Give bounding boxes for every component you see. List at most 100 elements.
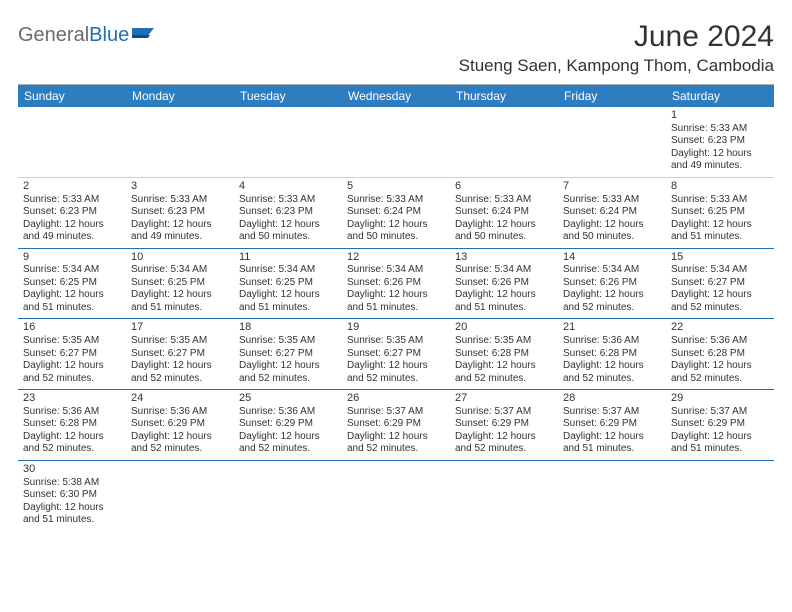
sunrise-text: Sunrise: 5:34 AM — [23, 264, 121, 277]
sunrise-text: Sunrise: 5:37 AM — [671, 406, 769, 419]
daylight-text-2: and 52 minutes. — [563, 373, 661, 386]
daylight-text-2: and 49 minutes. — [671, 160, 769, 173]
daylight-text-1: Daylight: 12 hours — [455, 219, 553, 232]
daylight-text-2: and 51 minutes. — [23, 514, 121, 527]
sunrise-text: Sunrise: 5:34 AM — [131, 264, 229, 277]
sunrise-text: Sunrise: 5:36 AM — [563, 335, 661, 348]
daylight-text-2: and 52 minutes. — [347, 443, 445, 456]
daylight-text-1: Daylight: 12 hours — [671, 219, 769, 232]
daylight-text-1: Daylight: 12 hours — [239, 431, 337, 444]
daylight-text-1: Daylight: 12 hours — [239, 289, 337, 302]
sunset-text: Sunset: 6:27 PM — [347, 348, 445, 361]
daylight-text-2: and 49 minutes. — [131, 231, 229, 244]
sunrise-text: Sunrise: 5:38 AM — [23, 477, 121, 490]
daylight-text-1: Daylight: 12 hours — [23, 289, 121, 302]
sunrise-text: Sunrise: 5:33 AM — [239, 194, 337, 207]
day-cell — [342, 107, 450, 177]
dayname-fri: Friday — [558, 85, 666, 107]
logo: GeneralBlue — [18, 24, 160, 47]
day-number: 25 — [239, 392, 337, 406]
daylight-text-2: and 52 minutes. — [455, 373, 553, 386]
day-number: 27 — [455, 392, 553, 406]
day-number: 2 — [23, 180, 121, 194]
sunset-text: Sunset: 6:30 PM — [23, 489, 121, 502]
sunrise-text: Sunrise: 5:36 AM — [671, 335, 769, 348]
calendar-table: Sunday Monday Tuesday Wednesday Thursday… — [18, 85, 774, 531]
daylight-text-1: Daylight: 12 hours — [131, 431, 229, 444]
day-number: 13 — [455, 251, 553, 265]
dayname-row: Sunday Monday Tuesday Wednesday Thursday… — [18, 85, 774, 107]
daylight-text-2: and 52 minutes. — [671, 373, 769, 386]
daylight-text-2: and 52 minutes. — [23, 373, 121, 386]
daylight-text-2: and 50 minutes. — [347, 231, 445, 244]
week-row: 1Sunrise: 5:33 AMSunset: 6:23 PMDaylight… — [18, 107, 774, 177]
daylight-text-2: and 50 minutes. — [239, 231, 337, 244]
title-block: June 2024 Stueng Saen, Kampong Thom, Cam… — [459, 20, 774, 76]
dayname-wed: Wednesday — [342, 85, 450, 107]
daylight-text-1: Daylight: 12 hours — [347, 289, 445, 302]
day-number: 26 — [347, 392, 445, 406]
sunrise-text: Sunrise: 5:37 AM — [563, 406, 661, 419]
sunset-text: Sunset: 6:27 PM — [23, 348, 121, 361]
day-cell: 26Sunrise: 5:37 AMSunset: 6:29 PMDayligh… — [342, 390, 450, 461]
sunset-text: Sunset: 6:24 PM — [455, 206, 553, 219]
sunset-text: Sunset: 6:25 PM — [23, 277, 121, 290]
daylight-text-1: Daylight: 12 hours — [347, 431, 445, 444]
daylight-text-1: Daylight: 12 hours — [671, 360, 769, 373]
sunrise-text: Sunrise: 5:34 AM — [671, 264, 769, 277]
daylight-text-2: and 52 minutes. — [131, 443, 229, 456]
day-number: 24 — [131, 392, 229, 406]
sunrise-text: Sunrise: 5:36 AM — [239, 406, 337, 419]
daylight-text-2: and 51 minutes. — [563, 443, 661, 456]
sunset-text: Sunset: 6:29 PM — [455, 418, 553, 431]
sunrise-text: Sunrise: 5:33 AM — [455, 194, 553, 207]
sunset-text: Sunset: 6:28 PM — [455, 348, 553, 361]
sunset-text: Sunset: 6:23 PM — [671, 135, 769, 148]
sunset-text: Sunset: 6:29 PM — [239, 418, 337, 431]
daylight-text-2: and 52 minutes. — [455, 443, 553, 456]
day-cell: 20Sunrise: 5:35 AMSunset: 6:28 PMDayligh… — [450, 319, 558, 390]
day-cell: 19Sunrise: 5:35 AMSunset: 6:27 PMDayligh… — [342, 319, 450, 390]
sunset-text: Sunset: 6:25 PM — [239, 277, 337, 290]
week-row: 9Sunrise: 5:34 AMSunset: 6:25 PMDaylight… — [18, 248, 774, 319]
sunset-text: Sunset: 6:29 PM — [131, 418, 229, 431]
sunset-text: Sunset: 6:28 PM — [563, 348, 661, 361]
day-cell — [558, 460, 666, 530]
day-number: 1 — [671, 109, 769, 123]
sunset-text: Sunset: 6:25 PM — [131, 277, 229, 290]
dayname-mon: Monday — [126, 85, 234, 107]
daylight-text-1: Daylight: 12 hours — [23, 219, 121, 232]
day-number: 3 — [131, 180, 229, 194]
daylight-text-2: and 52 minutes. — [563, 302, 661, 315]
daylight-text-2: and 50 minutes. — [563, 231, 661, 244]
day-cell: 23Sunrise: 5:36 AMSunset: 6:28 PMDayligh… — [18, 390, 126, 461]
dayname-tue: Tuesday — [234, 85, 342, 107]
daylight-text-1: Daylight: 12 hours — [131, 360, 229, 373]
day-cell: 25Sunrise: 5:36 AMSunset: 6:29 PMDayligh… — [234, 390, 342, 461]
day-cell: 8Sunrise: 5:33 AMSunset: 6:25 PMDaylight… — [666, 177, 774, 248]
daylight-text-2: and 51 minutes. — [131, 302, 229, 315]
daylight-text-2: and 51 minutes. — [347, 302, 445, 315]
sunrise-text: Sunrise: 5:36 AM — [23, 406, 121, 419]
daylight-text-1: Daylight: 12 hours — [347, 360, 445, 373]
sunset-text: Sunset: 6:29 PM — [347, 418, 445, 431]
sunset-text: Sunset: 6:27 PM — [131, 348, 229, 361]
sunset-text: Sunset: 6:28 PM — [23, 418, 121, 431]
daylight-text-1: Daylight: 12 hours — [455, 431, 553, 444]
day-number: 30 — [23, 463, 121, 477]
sunset-text: Sunset: 6:23 PM — [23, 206, 121, 219]
day-number: 29 — [671, 392, 769, 406]
sunset-text: Sunset: 6:27 PM — [671, 277, 769, 290]
sunrise-text: Sunrise: 5:35 AM — [347, 335, 445, 348]
daylight-text-2: and 52 minutes. — [131, 373, 229, 386]
day-cell: 27Sunrise: 5:37 AMSunset: 6:29 PMDayligh… — [450, 390, 558, 461]
day-cell: 21Sunrise: 5:36 AMSunset: 6:28 PMDayligh… — [558, 319, 666, 390]
day-cell: 24Sunrise: 5:36 AMSunset: 6:29 PMDayligh… — [126, 390, 234, 461]
sunrise-text: Sunrise: 5:36 AM — [131, 406, 229, 419]
day-number: 20 — [455, 321, 553, 335]
daylight-text-2: and 51 minutes. — [455, 302, 553, 315]
sunrise-text: Sunrise: 5:33 AM — [671, 194, 769, 207]
day-number: 5 — [347, 180, 445, 194]
logo-text: GeneralBlue — [18, 24, 129, 47]
sunrise-text: Sunrise: 5:34 AM — [455, 264, 553, 277]
